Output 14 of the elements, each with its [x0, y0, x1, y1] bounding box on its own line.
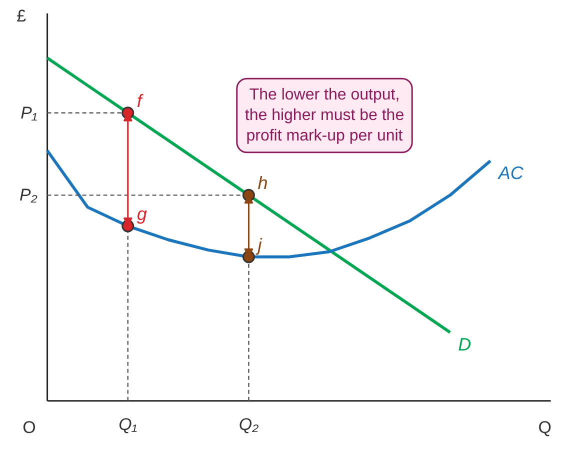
annotation: g — [136, 204, 147, 224]
series-label: D — [458, 334, 472, 354]
annotation: j — [254, 234, 263, 255]
x-tick-label: Q₂ — [238, 414, 260, 434]
x-tick-label: Q₁ — [118, 414, 138, 434]
x-axis-title: Q — [538, 418, 552, 437]
text: O — [22, 418, 36, 437]
series-label: AC — [497, 162, 524, 183]
y-axis-title: £ — [16, 6, 27, 26]
annotation: h — [258, 173, 268, 194]
annotation: f — [136, 90, 144, 111]
annotation: P₁ — [20, 103, 38, 122]
annotation: The lower the output, the higher must be the profit mark-up per unit — [244, 86, 404, 144]
annotation: P₂ — [19, 186, 38, 205]
